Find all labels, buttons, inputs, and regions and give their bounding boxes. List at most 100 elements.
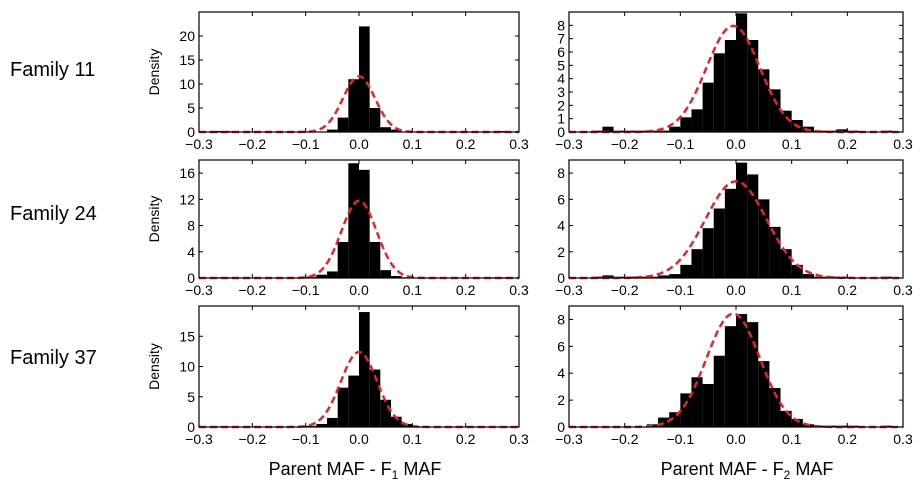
histogram-bar: [736, 162, 748, 278]
panel-family-37-f1: −0.3 −0.2 −0.1 0.0 0.1 0.2 0.3 0 5 10 15 Density: [146, 305, 529, 447]
histogram-bar: [769, 388, 781, 427]
y-tick-label: 0: [557, 124, 565, 140]
x-tick-label: −0.3: [555, 136, 583, 152]
x-tick-label: 0.1: [403, 431, 423, 447]
x-tick-label: −0.3: [555, 282, 583, 298]
y-tick-label: 0: [187, 124, 195, 140]
x-tick-label: 0.1: [782, 431, 802, 447]
x-tick-label: 0.2: [838, 431, 858, 447]
row-label-family-11: Family 11: [10, 59, 95, 81]
histogram-bar: [348, 163, 359, 278]
xlabel-f2: Parent MAF - F2 MAF: [661, 459, 834, 482]
y-tick-label: 2: [557, 244, 565, 260]
y-axis-label: Density: [146, 343, 162, 390]
y-tick-label: 0: [187, 419, 195, 435]
x-tick-label: −0.1: [667, 431, 695, 447]
histogram-bar: [791, 264, 803, 278]
histogram-bar: [327, 271, 338, 278]
histogram-bar: [702, 383, 714, 427]
y-tick-label: 8: [187, 218, 195, 234]
x-tick-label: 0.2: [838, 282, 858, 298]
histogram-bar: [602, 126, 614, 132]
y-tick-label: 5: [557, 57, 565, 73]
histogram-bar: [669, 126, 681, 132]
histogram-bar: [791, 418, 803, 427]
panel-family-37-f2: −0.3 −0.2 −0.1 0.0 0.1 0.2 0.3 0 2 4 6 8: [555, 305, 913, 447]
y-tick-label: 15: [179, 52, 195, 68]
histogram-bar: [369, 108, 381, 132]
column-xlabels: Parent MAF - F1 MAF Parent MAF - F2 MAF: [269, 459, 834, 482]
x-tick-label: −0.1: [667, 136, 695, 152]
histogram-bar: [316, 274, 327, 278]
x-tick-label: 0.0: [349, 136, 369, 152]
xlabel-f1: Parent MAF - F1 MAF: [269, 459, 442, 482]
x-tick-label: −0.2: [611, 282, 639, 298]
histogram-bar: [747, 322, 759, 427]
x-tick-label: 0.2: [838, 136, 858, 152]
histogram-bar: [702, 228, 714, 278]
histogram-bar: [680, 393, 692, 427]
x-tick-label: 0.3: [893, 282, 913, 298]
histogram-bar: [769, 226, 781, 278]
histogram-bar: [369, 369, 381, 427]
y-tick-label: 5: [187, 389, 195, 405]
histogram-bar: [305, 425, 317, 427]
y-tick-label: 2: [557, 392, 565, 408]
x-tick-label: 0.1: [403, 282, 423, 298]
y-tick-label: 10: [179, 76, 195, 92]
histogram-bar: [747, 174, 759, 278]
y-tick-label: 8: [557, 17, 565, 33]
histogram-bar: [724, 40, 736, 132]
histogram-bar: [369, 241, 381, 278]
histogram-bar: [380, 270, 391, 278]
y-tick-label: 15: [179, 328, 195, 344]
row-label-family-37: Family 37: [10, 347, 97, 369]
x-tick-label: −0.2: [239, 282, 267, 298]
histogram-bar: [391, 129, 402, 132]
row-label-family-24: Family 24: [10, 203, 97, 225]
histogram-bar: [802, 274, 814, 278]
x-tick-label: −0.1: [667, 282, 695, 298]
x-tick-label: 0.0: [726, 282, 746, 298]
y-tick-label: 4: [557, 365, 565, 381]
panel-family-24-f2: −0.3 −0.2 −0.1 0.0 0.1 0.2 0.3 0 2 4 6 8: [555, 159, 913, 298]
histogram-bar: [359, 26, 370, 132]
histogram-bar: [380, 127, 391, 132]
histogram-bar: [337, 387, 349, 427]
histogram-bar: [391, 416, 402, 427]
histogram-bar: [736, 314, 748, 427]
histogram-bar: [658, 417, 670, 427]
row-labels: Family 11 Family 24 Family 37: [10, 59, 97, 369]
y-tick-label: 2: [557, 97, 565, 113]
histogram-bar: [669, 412, 681, 427]
y-tick-label: 20: [179, 28, 195, 44]
x-tick-label: 0.0: [349, 431, 369, 447]
y-axis-label: Density: [146, 196, 162, 243]
histogram-bar: [602, 275, 614, 278]
y-tick-label: 16: [179, 165, 195, 181]
histogram-bar: [780, 249, 792, 278]
fit-curve: [199, 350, 519, 429]
histogram-bar: [747, 40, 759, 132]
panel-family-11-f1: −0.3 −0.2 −0.1 0.0 0.1 0.2 0.3 0 5 10 15 20 Density: [146, 11, 529, 152]
histogram-bar: [337, 241, 349, 278]
histogram-bar: [680, 117, 692, 132]
histogram-bar: [646, 276, 659, 278]
x-tick-label: −0.3: [185, 431, 213, 447]
histogram-bar: [337, 117, 349, 132]
histogram-bar: [758, 199, 770, 278]
histogram-bar: [713, 53, 725, 133]
x-tick-label: 0.0: [349, 282, 369, 298]
histogram-bar: [691, 109, 703, 132]
histogram-bar: [391, 276, 402, 278]
y-tick-label: 1: [557, 111, 565, 127]
x-tick-label: 0.3: [893, 136, 913, 152]
histogram-bar: [691, 249, 703, 278]
histogram-bar: [780, 410, 792, 427]
x-tick-label: 0.1: [782, 282, 802, 298]
y-tick-label: 4: [187, 244, 195, 260]
y-tick-label: 8: [557, 311, 565, 327]
x-tick-label: 0.1: [403, 136, 423, 152]
y-axis-label: Density: [146, 49, 162, 96]
